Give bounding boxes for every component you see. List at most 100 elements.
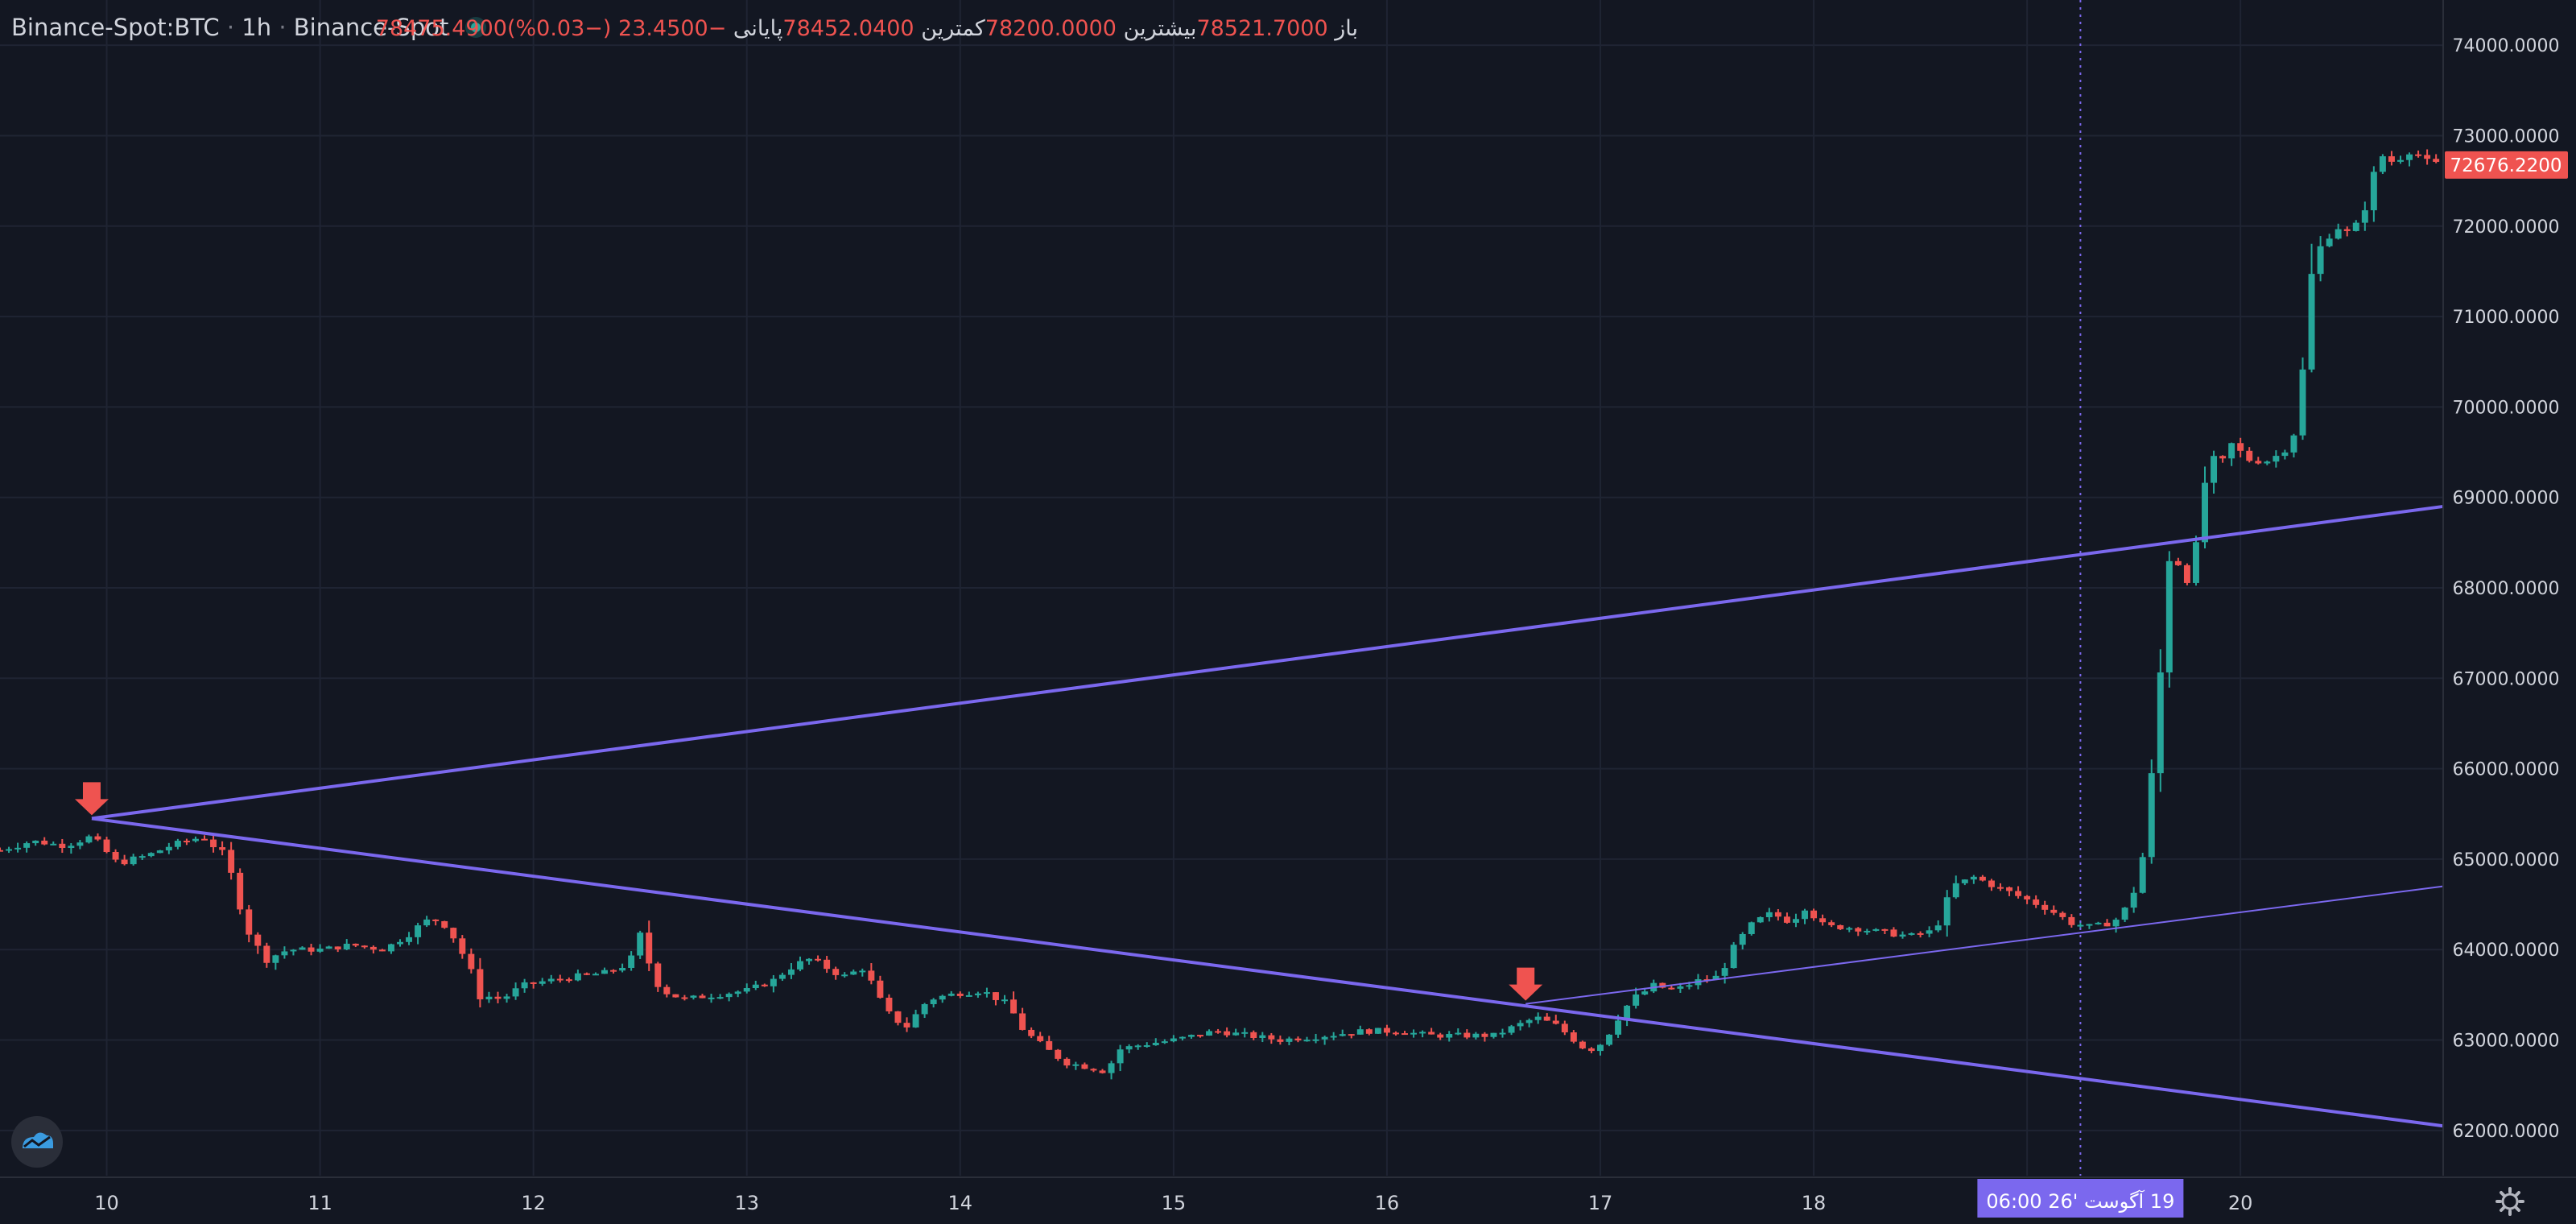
- settings-gear-icon[interactable]: [2496, 1187, 2524, 1216]
- candle: [2352, 220, 2359, 232]
- candle: [583, 972, 590, 976]
- candle-body: [1019, 1013, 1026, 1030]
- candle-body: [2192, 542, 2199, 583]
- time-axis[interactable]: 1011121314151617181920 19 آگوست '26 06:0…: [0, 1176, 2576, 1218]
- candle: [138, 854, 146, 861]
- candle-body: [1952, 883, 1959, 898]
- candle-body: [1810, 910, 1818, 919]
- candle-body: [1463, 1032, 1471, 1038]
- candle-body: [1881, 928, 1889, 931]
- candle: [2157, 649, 2164, 792]
- candle-body: [1633, 994, 1640, 1006]
- candle: [610, 969, 617, 974]
- trendline[interactable]: [1525, 885, 2444, 1005]
- candle-body: [761, 984, 768, 986]
- candle: [1099, 1069, 1106, 1074]
- candle-body: [2343, 229, 2351, 231]
- candle-body: [1472, 1033, 1480, 1038]
- candle: [2281, 449, 2289, 460]
- candle-body: [325, 946, 332, 949]
- crosshair-time-label: 19 آگوست '26 06:00: [1986, 1189, 2174, 1213]
- price-tick-label: 68000.0000: [2453, 579, 2560, 599]
- candle: [1792, 913, 1799, 928]
- candle-body: [708, 997, 715, 999]
- candle: [1783, 912, 1790, 924]
- candle: [628, 951, 635, 971]
- candle-body: [246, 909, 253, 935]
- header-legend[interactable]: Binance-Spot:BTC · 1h · Binance-Spot 784…: [11, 14, 1358, 41]
- candle-body: [1499, 1032, 1506, 1035]
- trendline[interactable]: [91, 504, 2444, 821]
- candle-body: [1455, 1032, 1462, 1035]
- time-tick-label: 13: [734, 1192, 759, 1214]
- candle-body: [1730, 945, 1737, 969]
- candle: [974, 991, 981, 999]
- candle-body: [992, 992, 999, 1000]
- candle-body: [743, 988, 750, 992]
- candle: [378, 949, 386, 952]
- candle-body: [1072, 1064, 1080, 1066]
- candle: [547, 974, 555, 984]
- candle: [1277, 1035, 1284, 1045]
- candle: [734, 990, 741, 998]
- candles[interactable]: [0, 149, 2440, 1080]
- candle: [1579, 1040, 1586, 1050]
- price-axis[interactable]: 74000.0000 73000.0000 72000.0000 71000.0000…: [2442, 0, 2568, 1176]
- candle-body: [806, 958, 813, 961]
- candle: [2024, 895, 2031, 904]
- candle-body: [547, 978, 555, 982]
- candle-body: [2406, 154, 2413, 160]
- candle-body: [361, 945, 368, 948]
- candle: [2343, 226, 2351, 237]
- candle: [32, 840, 39, 846]
- candle: [539, 978, 546, 986]
- price-tick-label: 63000.0000: [2453, 1032, 2560, 1052]
- tradingview-logo-icon[interactable]: [11, 1116, 63, 1168]
- candle-body: [2219, 456, 2227, 459]
- candle: [1952, 875, 1959, 899]
- candle-body: [2433, 159, 2440, 163]
- symbol-title[interactable]: Binance-Spot:BTC · 1h · Binance-Spot: [11, 14, 448, 41]
- candle-body: [1215, 1031, 1222, 1033]
- high-label: بیشترین: [1124, 16, 1197, 41]
- trendline[interactable]: [91, 817, 2444, 1128]
- candle-body: [1374, 1028, 1381, 1034]
- price-tick-label: 69000.0000: [2453, 489, 2560, 509]
- candle-body: [2015, 891, 2022, 896]
- candle: [2148, 759, 2155, 864]
- candle: [1624, 1005, 1631, 1027]
- candle: [254, 932, 262, 954]
- candle: [1463, 1029, 1471, 1040]
- candle: [2379, 154, 2386, 175]
- candle: [947, 990, 955, 997]
- candle-body: [1187, 1035, 1195, 1037]
- open-value: 78475.4900: [376, 16, 507, 41]
- candle: [806, 957, 813, 965]
- candle-body: [912, 1014, 919, 1028]
- candle-body: [1152, 1042, 1159, 1045]
- candle-body: [219, 847, 226, 850]
- candle: [1134, 1044, 1141, 1050]
- candle: [2015, 886, 2022, 899]
- candle: [601, 967, 608, 974]
- candle-body: [1090, 1069, 1097, 1071]
- candle-body: [1206, 1031, 1213, 1036]
- candle-body: [610, 970, 617, 972]
- candle: [2139, 853, 2146, 894]
- candle-body: [14, 847, 22, 850]
- candle-body: [1339, 1034, 1346, 1036]
- candle-body: [2059, 912, 2066, 917]
- candle-body: [1597, 1044, 1604, 1052]
- trendlines[interactable]: [91, 504, 2444, 1128]
- candle: [299, 946, 306, 950]
- candle: [868, 963, 875, 985]
- arrow-down-icon: [74, 782, 109, 816]
- candle: [14, 842, 22, 853]
- arrow-down-icon: [1509, 967, 1543, 1001]
- candle: [1730, 941, 1737, 969]
- candle-body: [2148, 773, 2155, 858]
- candle-body: [2397, 159, 2404, 162]
- time-tick-label: 18: [1802, 1192, 1827, 1214]
- candle-body: [1534, 1016, 1542, 1020]
